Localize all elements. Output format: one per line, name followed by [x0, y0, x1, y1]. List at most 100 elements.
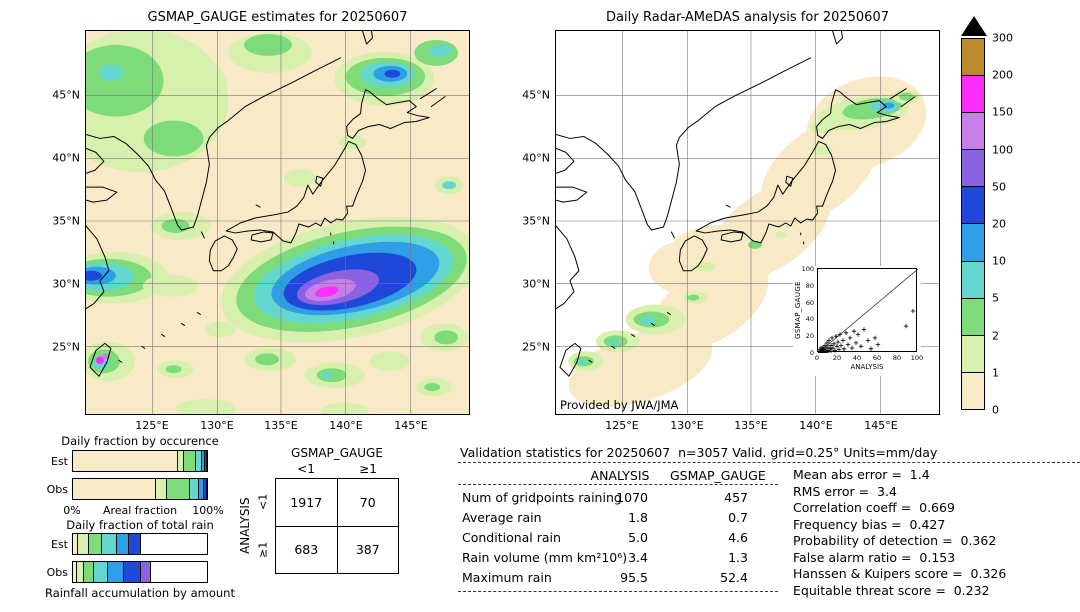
scatter-inset: GSMAP_GAUGE 0 20 40 60 80 100 0 20 40 60 80 100 AN… — [793, 265, 924, 376]
fraction-charts: Daily fraction by occurence Est Obs 0% A… — [40, 434, 240, 604]
inset-x-tick: 60 — [872, 354, 882, 362]
colorbar-segment — [962, 261, 984, 299]
bar-segment — [94, 562, 108, 582]
contingency-col-label: <1 — [297, 462, 315, 476]
right-map-title: Daily Radar-AMeDAS analysis for 20250607 — [606, 10, 889, 25]
occurrence-obs-bar — [72, 478, 208, 500]
est-label: Est — [51, 537, 68, 551]
gsmap-value: 457 — [724, 490, 748, 505]
bar-segment — [201, 451, 205, 471]
inset-x-tick: 40 — [852, 354, 862, 362]
colorbar-tick-label: 50 — [992, 180, 1006, 194]
colorbar-segment — [962, 39, 984, 77]
inset-y-tick: 60 — [805, 298, 814, 307]
lat-tick-label: 35°N — [52, 214, 80, 228]
colorbar-tick-label: 5 — [992, 291, 999, 305]
analysis-value: 3.4 — [628, 550, 648, 565]
colorbar-segments — [961, 38, 985, 410]
right-map-panel: Daily Radar-AMeDAS analysis for 20250607 — [522, 10, 940, 432]
left-map-canvas — [85, 30, 470, 415]
inset-y-axis-label: GSMAP_GAUGE — [794, 281, 802, 340]
colorbar-tick-label: 300 — [992, 31, 1013, 45]
stat-line: Probability of detection = 0.362 — [793, 533, 997, 548]
stat-line: Frequency bias = 0.427 — [793, 516, 946, 532]
gsmap-value: 0.7 — [728, 510, 748, 525]
contingency-row-label: ≥1 — [256, 541, 270, 559]
contingency-grid: 1917 70 683 387 — [275, 478, 399, 574]
bar-segment — [83, 562, 95, 582]
lon-tick-label: 145°E — [864, 419, 898, 432]
areal-fraction-axis: 0% Areal fraction 100% — [40, 504, 240, 517]
lon-tick-label: 130°E — [670, 419, 704, 432]
axis-label: Areal fraction — [102, 504, 178, 517]
validation-row-label: Average rain — [462, 510, 542, 525]
data-credit: Provided by JWA/JMA — [560, 398, 679, 412]
axis-0pct: 0% — [63, 504, 81, 517]
lat-tick-label: 25°N — [52, 340, 80, 354]
lat-tick-label: 40°N — [52, 151, 80, 165]
analysis-value: 1070 — [616, 490, 648, 505]
lat-tick-label: 45°N — [52, 88, 80, 102]
bar-segment — [77, 562, 84, 582]
totalrain-obs-bar — [72, 561, 208, 583]
lat-tick-label: 30°N — [52, 277, 80, 291]
bar-segment — [166, 479, 190, 499]
validation-rows: Num of gridpoints raining 1070 457 Average … — [458, 490, 778, 590]
colorbar-tick-label: 20 — [992, 217, 1006, 231]
bar-segment — [78, 534, 90, 554]
right-precipitation-field — [567, 76, 927, 407]
inset-y-ticks: 0 20 40 60 80 100 — [802, 265, 815, 357]
colorbar-tick-labels: 300 200 150 100 50 20 10 5 2 1 0 — [992, 32, 1042, 417]
colorbar-tick-label: 10 — [992, 254, 1006, 268]
analysis-value: 5.0 — [628, 530, 648, 545]
colorbar-segment — [962, 372, 984, 409]
stat-line: Hanssen & Kuipers score = 0.326 — [793, 566, 1007, 581]
bar-segment — [89, 534, 103, 554]
right-map-canvas — [555, 30, 940, 415]
stat-line: Mean abs error = 1.4 — [793, 467, 930, 482]
inset-x-tick: 20 — [832, 354, 842, 362]
lon-tick-label: 125°E — [605, 419, 639, 432]
inset-y-tick: 100 — [801, 265, 814, 273]
lon-tick-label: 140°E — [799, 419, 833, 432]
contingency-cell: 70 — [337, 479, 399, 527]
occurrence-obs-row: Obs — [40, 477, 208, 501]
contingency-row-title: ANALYSIS — [238, 497, 252, 555]
lon-tick-label: 145°E — [394, 419, 428, 432]
validation-row: Conditional rain 5.0 4.6 — [458, 530, 778, 550]
inset-x-tick: 100 — [910, 354, 924, 362]
bar-segment — [102, 534, 118, 554]
validation-row-label: Num of gridpoints raining — [462, 490, 622, 505]
colorbar-overflow-triangle — [961, 16, 987, 36]
stat-line: Equitable threat score = 0.232 — [793, 582, 990, 598]
inset-plot-area — [817, 268, 918, 353]
validation-row: Num of gridpoints raining 1070 457 — [458, 490, 778, 510]
inset-x-tick: 80 — [892, 354, 902, 362]
totalrain-est-bar — [72, 533, 208, 555]
left-grid-lines — [86, 31, 469, 414]
dashed-divider — [458, 484, 778, 485]
right-grid-lines — [556, 31, 939, 414]
colorbar-segment — [962, 224, 984, 262]
obs-label: Obs — [46, 565, 68, 579]
bar-segment — [141, 562, 151, 582]
colorbar: 300 200 150 100 50 20 10 5 2 1 0 — [960, 16, 1050, 436]
stat-line: RMS error = 3.4 — [793, 483, 897, 499]
colorbar-segment — [962, 187, 984, 225]
analysis-column-header: ANALYSIS — [590, 468, 650, 483]
colorbar-tick-label: 2 — [992, 329, 999, 343]
validation-stats: Mean abs error = 1.4 RMS error = 3.4 Corre… — [793, 467, 1078, 599]
occurrence-est-bar — [72, 450, 208, 472]
validation-row-label: Conditional rain — [462, 530, 561, 545]
validation-header: Validation statistics for 20250607 n=305… — [460, 445, 938, 460]
lat-tick-label: 40°N — [522, 151, 550, 165]
bar-segment — [184, 451, 197, 471]
gsmap-value: 1.3 — [728, 550, 748, 565]
bar-segment — [204, 451, 207, 471]
stat-line: False alarm ratio = 0.153 — [793, 549, 956, 565]
lat-tick-label: 35°N — [522, 214, 550, 228]
est-label: Est — [51, 454, 68, 468]
bar-segment — [189, 479, 199, 499]
bar-segment — [204, 479, 207, 499]
stat-line: Correlation coeff = 0.669 — [793, 500, 955, 515]
